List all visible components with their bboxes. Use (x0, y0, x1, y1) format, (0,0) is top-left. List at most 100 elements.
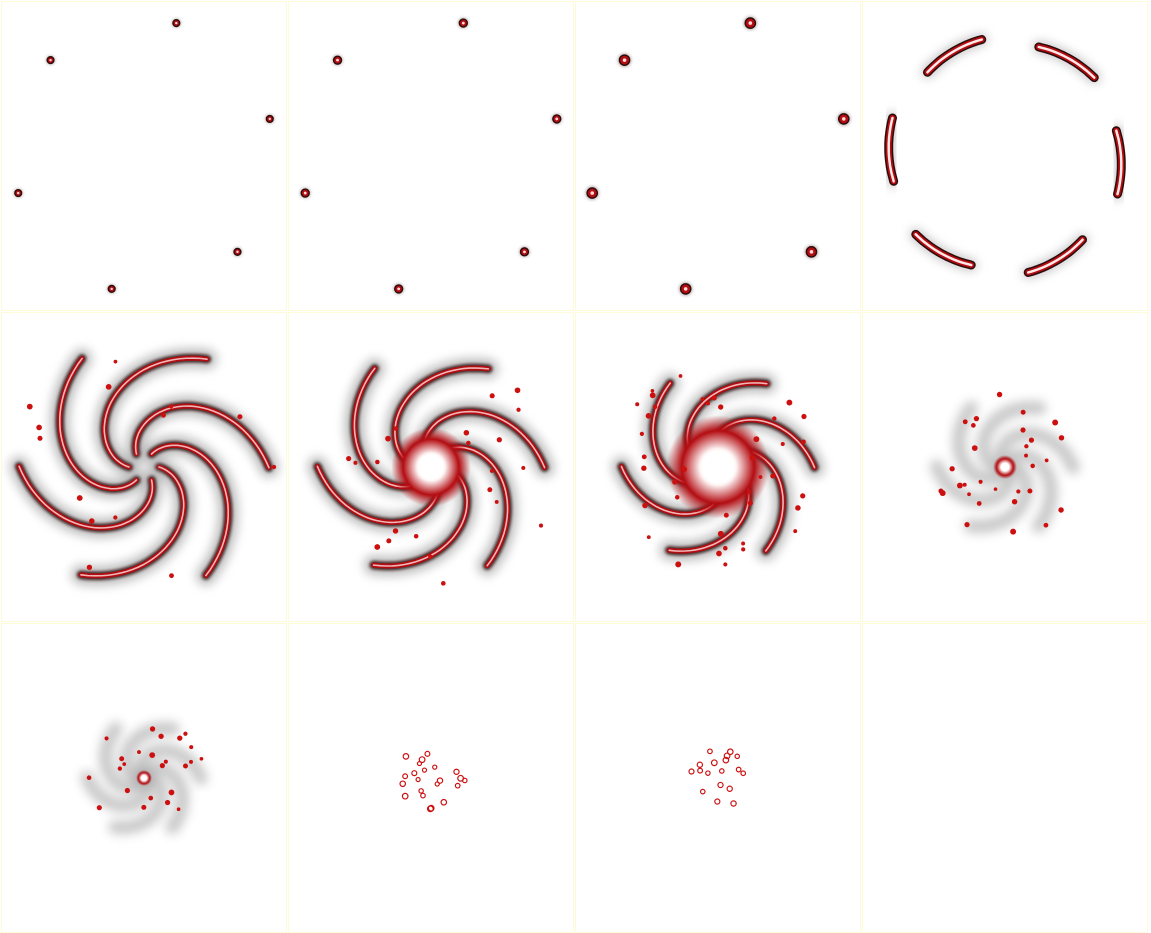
particle (717, 530, 724, 537)
blob-highlight (110, 287, 113, 291)
core (701, 450, 735, 484)
particle (1011, 498, 1018, 505)
particle (726, 748, 734, 756)
particle (652, 404, 658, 410)
particle (432, 764, 438, 770)
particle (521, 465, 526, 470)
particle (113, 515, 118, 520)
particle (964, 521, 970, 528)
blob-highlight (590, 191, 595, 195)
particle (795, 505, 801, 511)
particle (681, 466, 687, 473)
particle (463, 429, 470, 436)
frame-art (13, 18, 275, 294)
particle (1058, 507, 1064, 513)
frame-5 (1, 312, 287, 622)
blob-highlight (809, 250, 814, 254)
frame-8 (862, 312, 1148, 622)
arc-highlight (887, 116, 895, 183)
frame-art (863, 624, 1147, 932)
particle (177, 735, 183, 741)
particle (1024, 444, 1029, 449)
arm-highlight (58, 357, 138, 490)
particle (402, 752, 410, 760)
particle (726, 785, 733, 792)
particle (1016, 489, 1021, 494)
frame-art (399, 750, 468, 813)
arm-shadow (80, 770, 155, 813)
particle (800, 493, 806, 499)
blob-highlight (683, 287, 688, 291)
particle (104, 736, 109, 741)
particle (159, 763, 165, 769)
particle (710, 759, 718, 767)
particle (440, 798, 448, 806)
particle (723, 512, 729, 518)
particle (1030, 463, 1035, 469)
frame-art (688, 748, 747, 807)
particle (122, 762, 127, 766)
particle (770, 473, 776, 479)
particle (436, 777, 444, 784)
frame-7 (575, 312, 861, 622)
particle (353, 460, 358, 465)
particle (639, 431, 644, 437)
particle (996, 391, 1003, 398)
particle (514, 387, 521, 394)
blob-highlight (523, 250, 526, 254)
particle (374, 544, 381, 550)
particle (149, 726, 156, 732)
particle (780, 442, 785, 447)
particle (399, 780, 407, 788)
particle (462, 777, 468, 784)
particle (418, 788, 424, 794)
particle (169, 573, 174, 579)
particle (392, 528, 399, 534)
particle (401, 792, 409, 800)
arm-highlight (80, 466, 185, 577)
particle (649, 392, 656, 399)
particle (711, 395, 717, 401)
particle (393, 426, 399, 431)
particle (428, 554, 433, 559)
arm-shadow (929, 459, 1017, 508)
particle (168, 404, 174, 409)
frame-art (80, 721, 208, 835)
particle (434, 781, 440, 787)
particle (705, 401, 711, 406)
arm-shadow (993, 426, 1081, 475)
particle (1058, 435, 1065, 441)
particle (793, 529, 798, 534)
particle (697, 767, 704, 774)
particle (117, 766, 123, 771)
particle (723, 562, 728, 567)
particle (489, 393, 495, 399)
arm-shadow (98, 721, 148, 795)
particle (137, 750, 141, 754)
frame-art (307, 358, 555, 586)
particle (487, 487, 493, 493)
particle (494, 499, 499, 504)
particle (96, 805, 102, 811)
frame-9 (1, 623, 287, 933)
particle (421, 767, 428, 773)
particle (164, 799, 171, 806)
particle (699, 788, 706, 795)
arm-shadow (963, 460, 1034, 534)
particle (949, 466, 955, 472)
particle (158, 733, 164, 739)
particle (375, 459, 380, 465)
particle (86, 564, 93, 571)
blob-highlight (555, 117, 559, 121)
particle (237, 414, 243, 420)
frame-art (585, 16, 851, 296)
particle (734, 753, 741, 760)
particle (271, 464, 277, 470)
particle (749, 455, 756, 461)
particle (635, 402, 640, 407)
frame-art (300, 17, 562, 295)
particle (717, 781, 724, 789)
particle (971, 445, 978, 451)
arc-highlight (1026, 238, 1084, 274)
particle (148, 795, 154, 801)
